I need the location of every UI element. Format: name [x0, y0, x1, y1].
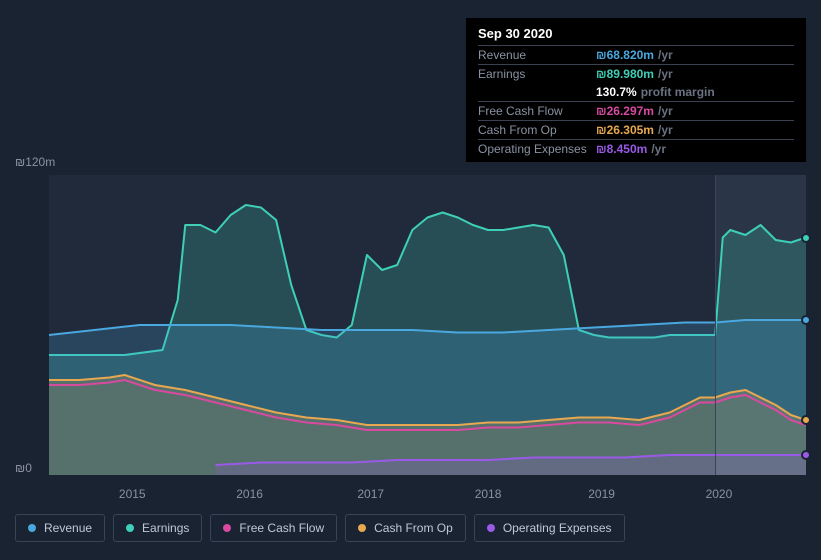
tooltip-row-label: Earnings — [478, 67, 596, 81]
tooltip-row: Cash From Op₪26.305m/yr — [478, 120, 794, 139]
legend-label: Revenue — [44, 521, 92, 535]
legend-item[interactable]: Operating Expenses — [474, 514, 625, 542]
tooltip-row-value: ₪68.820m/yr — [596, 48, 673, 62]
plot-svg — [49, 175, 806, 475]
tooltip-row-value: ₪8.450m/yr — [596, 142, 666, 156]
series-end-marker — [801, 450, 811, 460]
tooltip-row-unit: profit margin — [641, 85, 715, 99]
plot-area[interactable] — [49, 175, 806, 475]
legend-label: Earnings — [142, 521, 189, 535]
tooltip-date: Sep 30 2020 — [478, 26, 794, 41]
series-end-marker — [801, 315, 811, 325]
x-axis-tick: 2019 — [588, 487, 615, 501]
x-axis-tick: 2020 — [706, 487, 733, 501]
legend-dot-icon — [358, 524, 366, 532]
tooltip-row-unit: /yr — [658, 104, 673, 118]
legend-item[interactable]: Earnings — [113, 514, 202, 542]
y-axis-bottom-label: ₪0 — [15, 461, 32, 475]
legend-item[interactable]: Free Cash Flow — [210, 514, 337, 542]
tooltip-row-unit: /yr — [658, 48, 673, 62]
legend-dot-icon — [28, 524, 36, 532]
tooltip-row-label: Cash From Op — [478, 123, 596, 137]
tooltip-row-value: ₪89.980m/yr — [596, 67, 673, 81]
tooltip-row-label: Revenue — [478, 48, 596, 62]
legend-item[interactable]: Cash From Op — [345, 514, 466, 542]
tooltip-row-unit: /yr — [658, 123, 673, 137]
tooltip-row-value: 130.7%profit margin — [596, 85, 715, 99]
tooltip-row-label: Operating Expenses — [478, 142, 596, 156]
legend-dot-icon — [223, 524, 231, 532]
tooltip-row-label — [478, 85, 596, 99]
legend-item[interactable]: Revenue — [15, 514, 105, 542]
x-axis-tick: 2017 — [357, 487, 384, 501]
series-end-marker — [801, 233, 811, 243]
tooltip-row: Operating Expenses₪8.450m/yr — [478, 139, 794, 158]
legend-label: Free Cash Flow — [239, 521, 324, 535]
legend: Revenue Earnings Free Cash Flow Cash From O… — [15, 514, 625, 542]
tooltip-row-unit: /yr — [658, 67, 673, 81]
tooltip-row-label: Free Cash Flow — [478, 104, 596, 118]
chart-container: ₪120m ₪0 2015 2016 2017 2018 2019 2020 — [15, 155, 806, 503]
series-end-marker — [801, 415, 811, 425]
tooltip-rows: Revenue₪68.820m/yrEarnings₪89.980m/yr130… — [478, 45, 794, 158]
present-divider-line — [715, 175, 716, 475]
tooltip-row: Earnings₪89.980m/yr — [478, 64, 794, 83]
y-axis-top-label: ₪120m — [15, 155, 55, 169]
legend-dot-icon — [487, 524, 495, 532]
tooltip-row: 130.7%profit margin — [478, 83, 794, 101]
tooltip-row-value: ₪26.305m/yr — [596, 123, 673, 137]
legend-label: Cash From Op — [374, 521, 453, 535]
tooltip-row: Revenue₪68.820m/yr — [478, 45, 794, 64]
tooltip-panel: Sep 30 2020 Revenue₪68.820m/yrEarnings₪8… — [466, 18, 806, 162]
x-axis-tick: 2016 — [236, 487, 263, 501]
tooltip-row: Free Cash Flow₪26.297m/yr — [478, 101, 794, 120]
legend-label: Operating Expenses — [503, 521, 612, 535]
tooltip-row-value: ₪26.297m/yr — [596, 104, 673, 118]
legend-dot-icon — [126, 524, 134, 532]
x-axis-tick: 2018 — [475, 487, 502, 501]
x-axis-tick: 2015 — [119, 487, 146, 501]
tooltip-row-unit: /yr — [651, 142, 666, 156]
x-axis: 2015 2016 2017 2018 2019 2020 — [49, 483, 806, 503]
